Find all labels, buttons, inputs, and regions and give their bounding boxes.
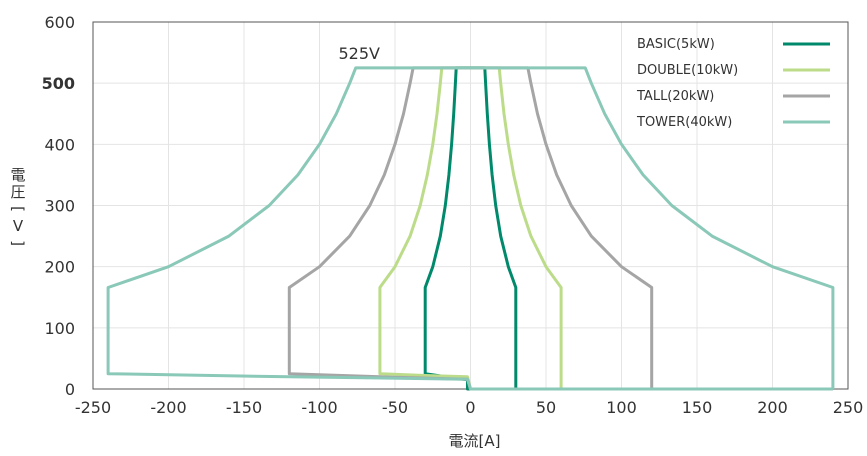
- annotation-label: 525V: [339, 44, 381, 63]
- x-tick-label: 50: [536, 398, 556, 417]
- y-tick-label: 0: [65, 380, 75, 399]
- y-tick-label: 500: [42, 74, 75, 93]
- x-tick-label: -200: [150, 398, 186, 417]
- x-tick-label: 150: [682, 398, 713, 417]
- y-axis-title-char: 電: [10, 166, 25, 184]
- x-tick-label: -250: [75, 398, 111, 417]
- y-tick-label: 100: [44, 319, 75, 338]
- x-tick-label: 0: [465, 398, 475, 417]
- legend-label: BASIC(5kW): [637, 37, 715, 52]
- y-axis-title-char: V: [13, 217, 24, 235]
- y-tick-label: 200: [44, 258, 75, 277]
- y-tick-label: 300: [44, 197, 75, 216]
- y-axis-title-char: [: [9, 206, 27, 212]
- legend-label: TALL(20kW): [636, 89, 714, 104]
- y-tick-label: 600: [44, 13, 75, 32]
- y-tick-label: 400: [44, 135, 75, 154]
- y-axis-title-char: ]: [9, 240, 27, 246]
- x-tick-label: -50: [382, 398, 408, 417]
- y-axis-title-char: 圧: [10, 183, 25, 201]
- x-tick-label: 250: [833, 398, 864, 417]
- x-tick-label: 200: [757, 398, 788, 417]
- x-tick-label: -100: [301, 398, 337, 417]
- x-axis-title: 電流[A]: [449, 432, 501, 450]
- legend-label: DOUBLE(10kW): [637, 63, 738, 78]
- legend-label: TOWER(40kW): [636, 115, 732, 130]
- y-axis-title: 電圧 [ V]: [9, 166, 27, 246]
- x-tick-label: -150: [226, 398, 262, 417]
- tick-labels: -250 -200 -150 -100 -50 0 50 100 150 200 250 0 100 20…: [42, 13, 864, 417]
- x-tick-label: 100: [606, 398, 637, 417]
